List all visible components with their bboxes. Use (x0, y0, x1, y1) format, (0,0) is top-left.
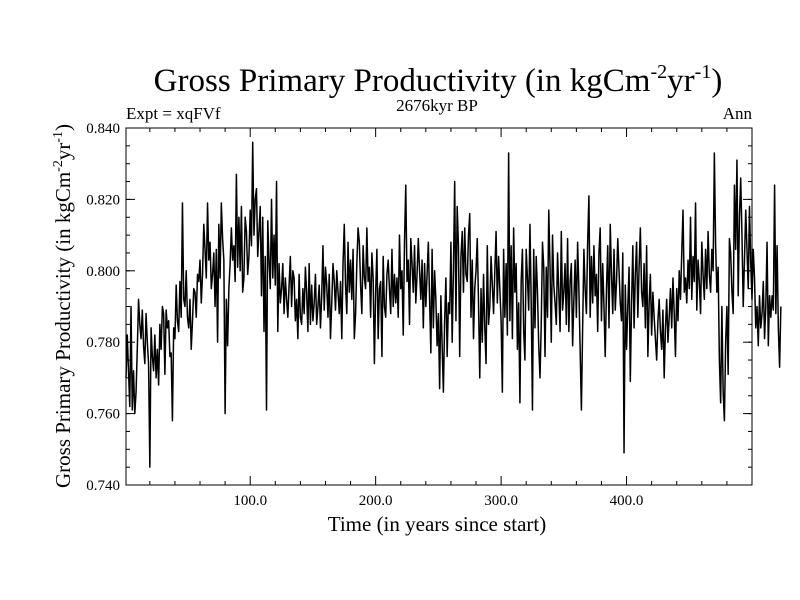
chart-title: Gross Primary Productivity (in kgCm-2yr-… (154, 61, 723, 99)
x-tick-label: 300.0 (484, 493, 518, 509)
data-series-line (125, 141, 782, 468)
y-tick-label: 0.780 (86, 335, 120, 351)
y-axis-label: Gross Primary Productivity (in kgCm-2yr-… (51, 124, 75, 488)
y-tick-label: 0.840 (86, 121, 120, 137)
y-tick-label: 0.760 (86, 407, 120, 423)
x-tick-label: 200.0 (359, 493, 393, 509)
x-axis-label: Time (in years since start) (328, 512, 547, 536)
y-tick-label: 0.820 (86, 192, 120, 208)
experiment-label: Expt = xqFVf (126, 104, 221, 123)
x-axis-ticks: 100.0 200.0 300.0 400.0 (149, 128, 728, 509)
y-tick-label: 0.740 (86, 478, 120, 494)
x-tick-label: 100.0 (233, 493, 267, 509)
season-label: Ann (723, 104, 753, 123)
period-label: 2676kyr BP (396, 96, 478, 115)
plot-frame (125, 127, 753, 486)
x-tick-label: 400.0 (610, 493, 644, 509)
y-tick-label: 0.800 (86, 264, 120, 280)
